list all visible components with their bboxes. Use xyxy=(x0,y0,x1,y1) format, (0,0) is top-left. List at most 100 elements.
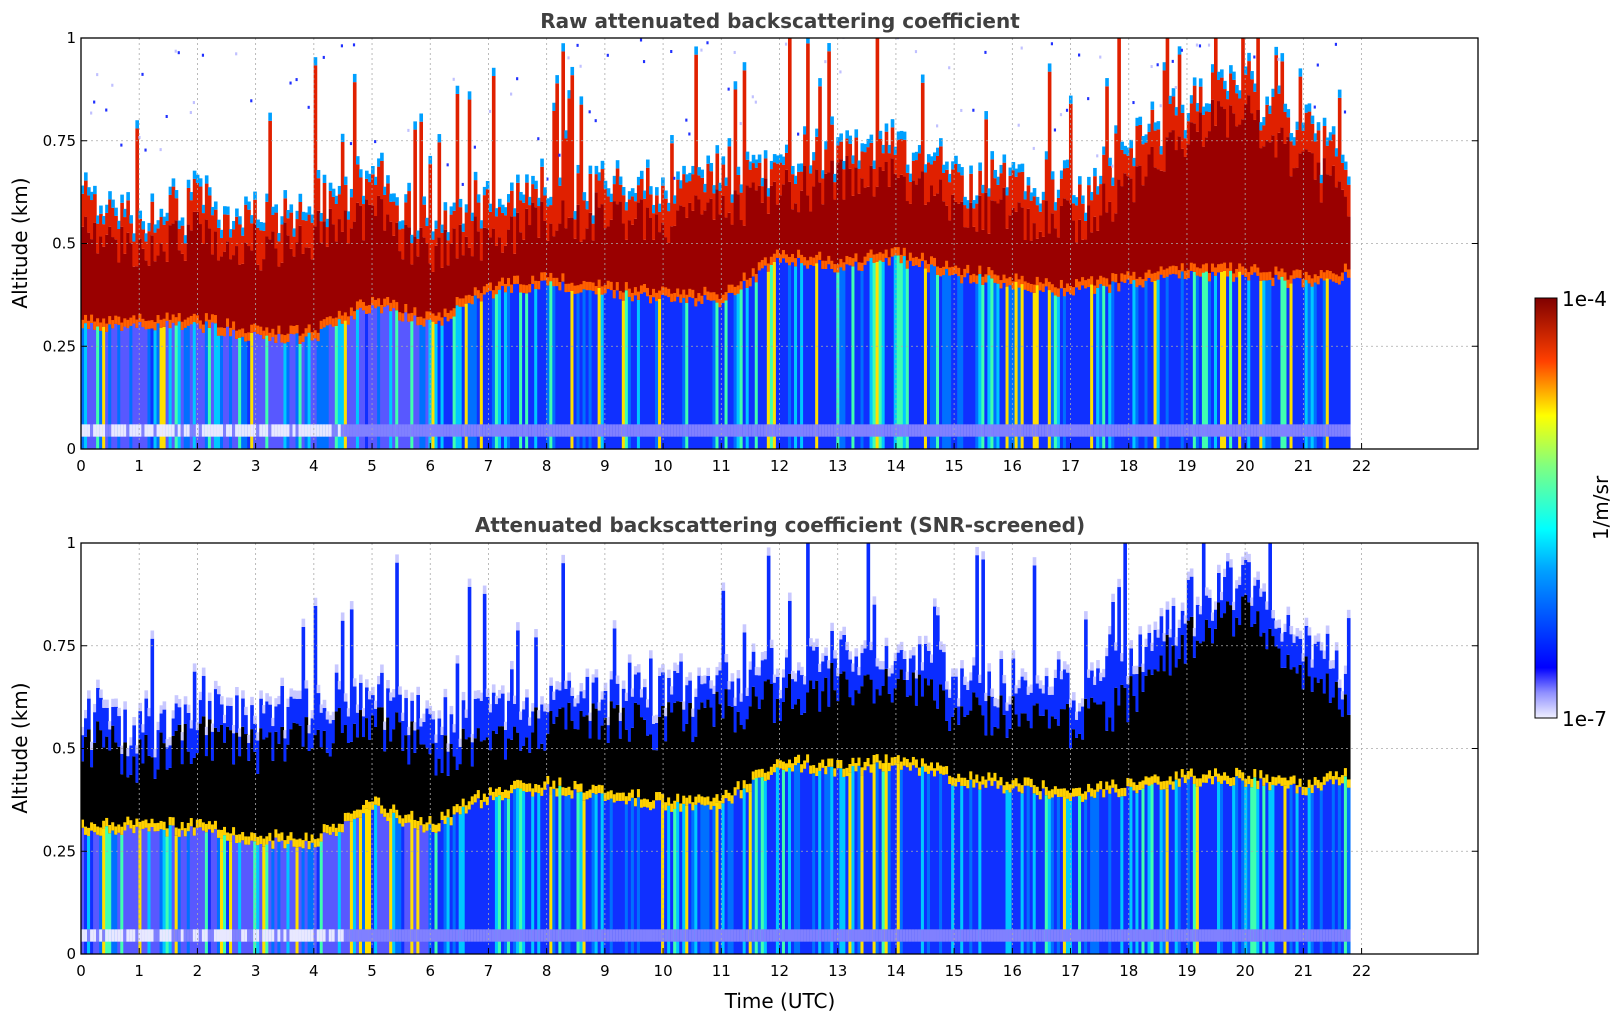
heat-col-edge xyxy=(1005,781,1010,791)
heat-col-halo xyxy=(1232,71,1236,80)
heat-col-edge xyxy=(117,824,121,833)
heat-col-ground xyxy=(198,929,203,942)
heat-col-fringe xyxy=(652,723,656,751)
heat-col-fringe xyxy=(552,110,556,237)
heat-col-edge xyxy=(588,281,593,291)
heat-col-low xyxy=(990,785,995,954)
heat-col-halo xyxy=(244,196,248,205)
heat-col-low xyxy=(401,826,405,954)
heat-col-layer xyxy=(232,764,236,836)
heat-col-halo xyxy=(488,704,493,713)
heat-col-low xyxy=(404,312,408,449)
heat-col-halo xyxy=(1141,663,1146,672)
heat-col-halo xyxy=(576,694,581,704)
heat-col-layer xyxy=(389,221,393,312)
heat-col-edge xyxy=(500,277,505,286)
heat-col-halo xyxy=(510,660,514,670)
heat-col-edge xyxy=(718,298,723,308)
heat-col-layer xyxy=(827,706,831,767)
heat-col-low xyxy=(204,321,209,449)
heat-col-fringe xyxy=(1041,200,1046,237)
heat-col-low xyxy=(911,765,916,954)
heat-col-low xyxy=(1026,785,1031,954)
heat-col-halo xyxy=(748,161,753,170)
heat-col-edge xyxy=(1144,272,1149,281)
heat-col-layer xyxy=(685,217,689,303)
heat-col-edge xyxy=(969,771,973,780)
heat-col-edge xyxy=(153,321,158,331)
heat-col-low xyxy=(670,811,674,954)
heat-col-ground xyxy=(1114,424,1118,437)
heat-col-ground xyxy=(679,424,683,437)
heat-col-layer xyxy=(827,172,831,265)
heat-col-fringe xyxy=(537,718,541,750)
heat-col-ground xyxy=(207,424,212,437)
heat-col-ground xyxy=(183,424,188,437)
heat-col-ground xyxy=(1123,929,1127,942)
heat-col-fringe xyxy=(84,180,88,217)
heat-col-fringe xyxy=(325,719,330,753)
heat-col-ground xyxy=(1162,929,1167,942)
heat-col-edge xyxy=(881,763,886,772)
heat-col-halo xyxy=(933,598,937,607)
heat-col-fringe xyxy=(525,182,529,209)
heat-col-edge xyxy=(280,832,285,841)
heat-col-fringe xyxy=(1153,130,1158,168)
heat-col-fringe xyxy=(210,215,215,255)
heat-col-halo xyxy=(513,208,517,217)
heat-col-layer xyxy=(313,735,318,848)
heat-col-layer xyxy=(1090,697,1094,797)
heat-col-edge xyxy=(754,273,759,283)
heat-col-layer xyxy=(1026,720,1031,786)
heat-col-low xyxy=(582,289,587,449)
heat-col-edge xyxy=(630,789,635,798)
heat-col-halo xyxy=(235,208,239,217)
heat-col-halo xyxy=(102,699,106,708)
heat-col-ground xyxy=(1265,424,1269,437)
heat-col-fringe xyxy=(425,226,430,244)
heat-col-low xyxy=(304,840,309,954)
heat-col-halo xyxy=(277,695,282,705)
heat-col-edge xyxy=(633,798,638,807)
heat-col-layer xyxy=(111,725,115,831)
heat-col-low xyxy=(452,814,457,954)
heat-col-halo xyxy=(933,152,937,161)
y-tick-label: 1 xyxy=(66,29,76,47)
heat-col-ground xyxy=(259,929,263,942)
heat-col-edge xyxy=(806,260,810,269)
heat-col-ground xyxy=(960,929,964,942)
heat-col-edge xyxy=(132,824,136,834)
heat-noise xyxy=(576,43,579,47)
heat-col-low xyxy=(724,798,729,954)
heat-col-fringe xyxy=(984,701,988,736)
heat-col-ground xyxy=(1056,929,1061,942)
heat-col-layer xyxy=(682,206,686,298)
heat-col-edge xyxy=(328,826,333,835)
heat-col-edge xyxy=(981,276,985,285)
heat-col-low xyxy=(84,323,88,449)
heat-col-ground xyxy=(476,929,481,942)
heat-col-halo xyxy=(763,150,768,159)
heat-col-layer xyxy=(902,176,907,257)
heat-col-fringe xyxy=(606,196,611,227)
heat-col-low xyxy=(923,268,928,449)
heat-col-halo xyxy=(1035,675,1040,684)
heat-col-edge xyxy=(310,834,315,843)
heat-col-layer xyxy=(419,227,424,325)
heat-col-edge xyxy=(591,784,596,793)
heat-col-fringe xyxy=(277,241,282,267)
heat-col-halo xyxy=(757,154,762,163)
heat-col-ground xyxy=(1005,929,1010,942)
heat-col-low xyxy=(1210,784,1215,954)
y-tick-label: 0.25 xyxy=(43,337,76,355)
heat-col-fringe xyxy=(1053,677,1058,719)
heat-col-low xyxy=(473,295,478,449)
heat-col-layer xyxy=(558,223,562,291)
heat-col-halo xyxy=(1280,53,1285,62)
heat-col-halo xyxy=(398,686,402,695)
heat-col-low xyxy=(1141,287,1146,449)
heat-col-layer xyxy=(398,722,402,824)
heat-col-layer xyxy=(546,240,550,286)
heat-col-layer xyxy=(963,716,967,787)
heat-col-ground xyxy=(295,929,300,942)
